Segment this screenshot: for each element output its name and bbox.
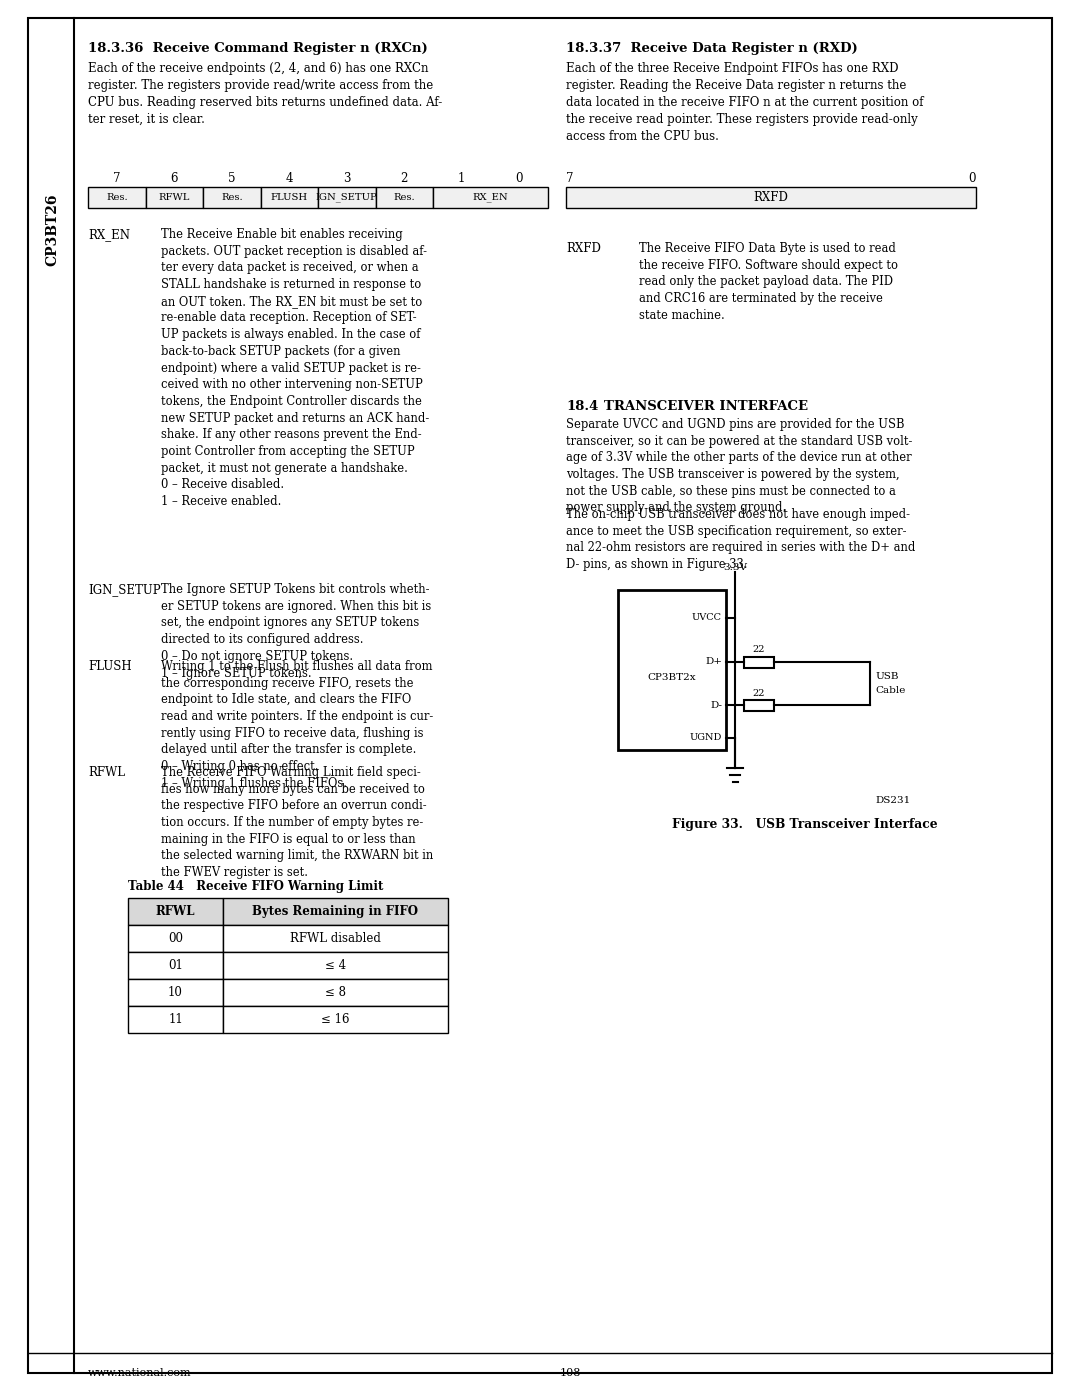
- Text: 18.3.36  Receive Command Register n (RXCn): 18.3.36 Receive Command Register n (RXCn…: [87, 42, 428, 54]
- Text: 18.4: 18.4: [566, 400, 598, 414]
- Text: Each of the three Receive Endpoint FIFOs has one RXD
register. Reading the Recei: Each of the three Receive Endpoint FIFOs…: [566, 61, 923, 142]
- Text: RFWL disabled: RFWL disabled: [291, 932, 381, 944]
- Bar: [566, 187, 976, 208]
- Text: UVCC: UVCC: [692, 613, 723, 623]
- Bar: [222, 898, 448, 925]
- Text: Each of the receive endpoints (2, 4, and 6) has one RXCn
register. The registers: Each of the receive endpoints (2, 4, and…: [87, 61, 442, 126]
- Bar: [129, 951, 222, 979]
- Text: 4: 4: [285, 172, 293, 184]
- Bar: [222, 925, 448, 951]
- Text: 22: 22: [753, 645, 766, 655]
- Text: FLUSH: FLUSH: [87, 659, 132, 673]
- Text: Figure 33.   USB Transceiver Interface: Figure 33. USB Transceiver Interface: [672, 819, 937, 831]
- Text: www.national.com: www.national.com: [87, 1368, 191, 1377]
- Bar: [744, 657, 774, 668]
- Text: D-: D-: [710, 700, 723, 710]
- Text: Res.: Res.: [106, 193, 127, 203]
- Text: ≤ 8: ≤ 8: [325, 986, 346, 999]
- Bar: [376, 187, 433, 208]
- Text: The Receive FIFO Warning Limit field speci-
fies how many more bytes can be rece: The Receive FIFO Warning Limit field spe…: [161, 766, 433, 879]
- Bar: [129, 979, 222, 1006]
- Bar: [222, 1006, 448, 1032]
- Text: FLUSH: FLUSH: [271, 193, 308, 203]
- Text: Separate UVCC and UGND pins are provided for the USB
transceiver, so it can be p: Separate UVCC and UGND pins are provided…: [566, 418, 913, 514]
- Text: 22: 22: [753, 689, 766, 697]
- Text: ≤ 4: ≤ 4: [325, 958, 346, 972]
- Bar: [222, 951, 448, 979]
- Text: IGN_SETUP: IGN_SETUP: [87, 583, 161, 597]
- Text: Table 44   Receive FIFO Warning Limit: Table 44 Receive FIFO Warning Limit: [129, 880, 383, 893]
- Text: 0: 0: [969, 172, 976, 184]
- Text: USB: USB: [875, 672, 899, 680]
- Text: RX_EN: RX_EN: [87, 228, 130, 242]
- Text: 10: 10: [168, 986, 183, 999]
- Text: 1: 1: [458, 172, 465, 184]
- Text: Bytes Remaining in FIFO: Bytes Remaining in FIFO: [253, 905, 419, 918]
- Text: TRANSCEIVER INTERFACE: TRANSCEIVER INTERFACE: [604, 400, 808, 414]
- Text: 0: 0: [515, 172, 523, 184]
- Text: 11: 11: [168, 1013, 183, 1025]
- Text: The Ignore SETUP Tokens bit controls wheth-
er SETUP tokens are ignored. When th: The Ignore SETUP Tokens bit controls whe…: [161, 583, 431, 679]
- Bar: [618, 590, 726, 750]
- Text: The Receive FIFO Data Byte is used to read
the receive FIFO. Software should exp: The Receive FIFO Data Byte is used to re…: [639, 242, 897, 321]
- Text: 5: 5: [228, 172, 235, 184]
- Text: 18.3.37  Receive Data Register n (RXD): 18.3.37 Receive Data Register n (RXD): [566, 42, 858, 54]
- Bar: [222, 979, 448, 1006]
- Text: RXFD: RXFD: [566, 242, 600, 256]
- Text: 7: 7: [113, 172, 121, 184]
- Bar: [260, 187, 318, 208]
- Text: CP3BT2x: CP3BT2x: [648, 673, 697, 683]
- Text: UGND: UGND: [690, 733, 723, 742]
- Text: RFWL: RFWL: [159, 193, 190, 203]
- Text: 3.3V: 3.3V: [723, 563, 747, 571]
- Bar: [433, 187, 548, 208]
- Text: D+: D+: [705, 658, 723, 666]
- Text: Res.: Res.: [393, 193, 415, 203]
- Text: 108: 108: [559, 1368, 581, 1377]
- Text: 2: 2: [401, 172, 408, 184]
- Text: RXFD: RXFD: [754, 191, 788, 204]
- Text: 00: 00: [168, 932, 183, 944]
- Text: RX_EN: RX_EN: [473, 193, 509, 203]
- Text: The Receive Enable bit enables receiving
packets. OUT packet reception is disabl: The Receive Enable bit enables receiving…: [161, 228, 429, 509]
- Bar: [318, 187, 376, 208]
- Text: 6: 6: [171, 172, 178, 184]
- Text: 3: 3: [343, 172, 351, 184]
- Bar: [129, 925, 222, 951]
- Text: 01: 01: [168, 958, 183, 972]
- Text: Writing 1 to the Flush bit flushes all data from
the corresponding receive FIFO,: Writing 1 to the Flush bit flushes all d…: [161, 659, 433, 789]
- Text: 7: 7: [566, 172, 573, 184]
- Text: RFWL: RFWL: [156, 905, 195, 918]
- Text: DS231: DS231: [875, 796, 910, 805]
- Bar: [87, 187, 146, 208]
- Bar: [203, 187, 260, 208]
- Text: ≤ 16: ≤ 16: [321, 1013, 350, 1025]
- Bar: [129, 1006, 222, 1032]
- Bar: [146, 187, 203, 208]
- Bar: [744, 700, 774, 711]
- Text: The on-chip USB transceiver does not have enough imped-
ance to meet the USB spe: The on-chip USB transceiver does not hav…: [566, 509, 916, 571]
- Text: Res.: Res.: [221, 193, 243, 203]
- Text: Cable: Cable: [875, 686, 905, 694]
- Bar: [129, 898, 222, 925]
- Text: RFWL: RFWL: [87, 766, 125, 780]
- Text: IGN_SETUP: IGN_SETUP: [315, 193, 378, 203]
- Text: CP3BT26: CP3BT26: [45, 194, 59, 267]
